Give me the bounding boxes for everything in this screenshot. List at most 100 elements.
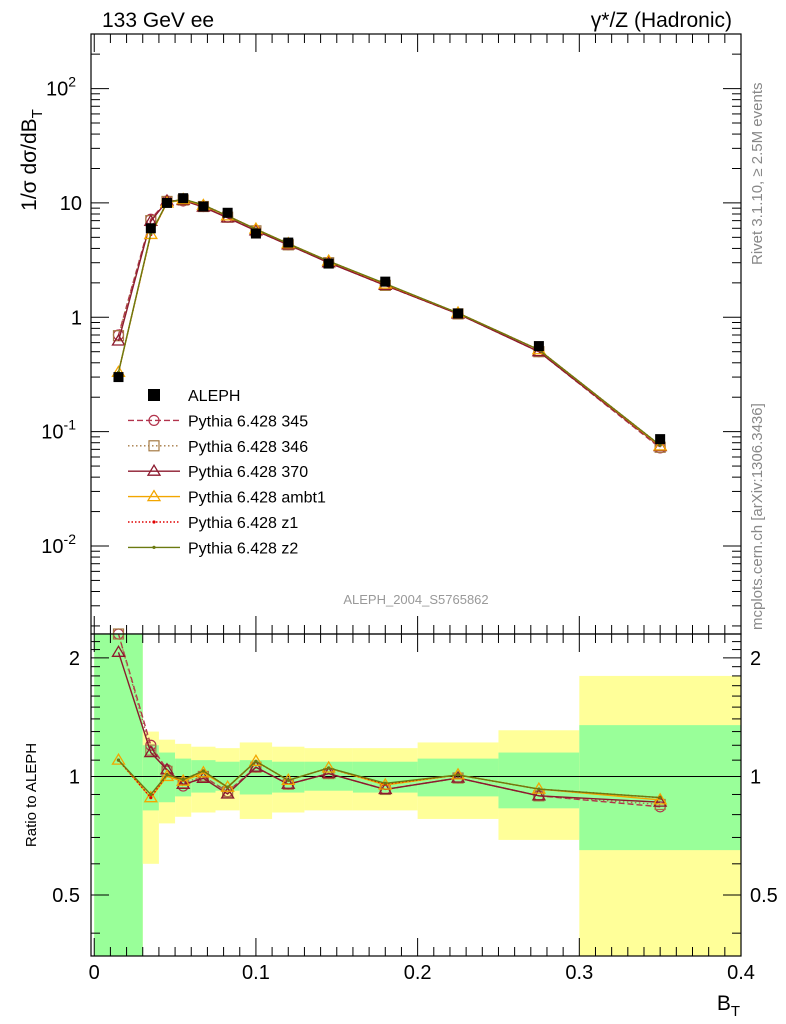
square-marker [148, 440, 160, 452]
ratio-ytick-label: 0.5 [52, 885, 80, 907]
dot-marker [383, 781, 387, 785]
triangle-marker [531, 788, 547, 801]
aleph-data-point [655, 434, 666, 445]
triangle-marker [143, 227, 158, 240]
dot-marker [165, 773, 169, 777]
aleph-data-point [145, 223, 156, 234]
triangle-marker [248, 754, 264, 766]
dot-marker [537, 787, 541, 791]
triangle-marker [176, 773, 191, 786]
main-ytick-label: 10 [60, 193, 82, 215]
dot-marker [658, 443, 662, 447]
ratio-series-layer [111, 628, 668, 813]
aleph-data-point [222, 207, 233, 218]
aleph-data-point [113, 372, 124, 383]
dot-marker [152, 520, 156, 524]
aleph-data-point [533, 341, 544, 352]
triangle-marker [220, 779, 235, 792]
aleph-data-point [380, 276, 391, 287]
triangle-marker [220, 786, 235, 799]
dot-marker [286, 778, 290, 782]
aleph-data-point [198, 201, 209, 212]
ratio-ytick-label: 2 [69, 648, 80, 670]
aleph-data-point [178, 193, 189, 204]
main-axis-ticks [91, 33, 742, 634]
dot-marker [181, 777, 185, 782]
main-ytick-label: 1 [71, 307, 82, 329]
rivet-version-text: Rivet 3.1.10, ≥ 2.5M events [749, 83, 766, 266]
series-line [117, 198, 661, 446]
ratio-ytick-label: 1 [69, 766, 80, 788]
series-line [117, 199, 661, 448]
ratio-ytick-label-right: 1 [750, 766, 761, 788]
ratio-band-green [142, 745, 159, 811]
triangle-marker [176, 777, 191, 790]
legend-label: Pythia 6.428 370 [188, 464, 308, 481]
triangle-marker [146, 489, 162, 502]
dot-marker [201, 769, 205, 773]
ratio-ytick-label-right: 2 [750, 648, 761, 670]
ratio-xlabel: BT [717, 992, 740, 1020]
ratio-ylabel: Ratio to ALEPH [23, 743, 40, 847]
triangle-marker [450, 767, 466, 780]
main-ytick-label: 10-2 [41, 531, 76, 558]
ratio-frame [90, 633, 742, 957]
legend-label: Pythia 6.428 345 [188, 413, 308, 430]
ratio-band-green [94, 634, 143, 956]
legend-label: ALEPH [188, 388, 240, 405]
main-ytick-label: 10-1 [41, 417, 76, 444]
dot-marker [658, 795, 662, 800]
legend: ALEPH Pythia 6.428 345 Pythia 6.428 346 Pyt… [128, 388, 326, 557]
aleph-data-point [250, 228, 261, 239]
right-title: γ*/Z (Hadronic) [591, 9, 732, 32]
triangle-marker [653, 792, 668, 805]
triangle-marker [111, 752, 126, 765]
mcplots-text: mcplots.cern.ch [arXiv:1306.3436] [749, 403, 766, 630]
aleph-data-point [161, 197, 172, 208]
watermark: ALEPH_2004_S5765862 [343, 592, 488, 607]
triangle-marker [653, 794, 668, 807]
series-line [117, 198, 661, 447]
dot-marker [149, 792, 153, 797]
dot-marker [327, 766, 331, 770]
main-axis-labels: 10-2 10-1 1 10 102 [41, 74, 82, 558]
ratio-xtick-label: 0.3 [565, 962, 593, 984]
dot-marker [456, 773, 460, 777]
legend-label: Pythia 6.428 z2 [188, 540, 298, 557]
ratio-axis-labels: 0.5 0.5 1 1 2 2 0 0.1 0.2 0.3 0.4 [52, 634, 778, 984]
triangle-marker [321, 760, 336, 773]
triangle-marker [281, 776, 296, 789]
legend-label: Pythia 6.428 346 [188, 439, 308, 456]
dot-marker [254, 759, 258, 763]
circle-marker [148, 414, 160, 426]
triangle-marker [248, 759, 264, 772]
dot-marker [152, 545, 156, 550]
triangle-marker [143, 790, 158, 803]
triangle-marker [143, 745, 158, 758]
main-ytick-label: 102 [46, 74, 76, 101]
main-ylabel: 1/σ dσ/dBT [18, 109, 46, 211]
square-marker [145, 744, 157, 756]
ratio-xtick-label: 0 [89, 962, 100, 984]
aleph-data-point [323, 258, 334, 269]
triangle-marker [146, 463, 162, 476]
ratio-xtick-label: 0.1 [242, 962, 270, 984]
triangle-marker [653, 438, 668, 451]
aleph-data-layer [113, 193, 666, 445]
series-line [117, 200, 661, 449]
ratio-ytick-label-right: 0.5 [750, 885, 778, 907]
legend-label: Pythia 6.428 z1 [188, 515, 298, 532]
aleph-data-point [453, 308, 464, 319]
triangle-marker [111, 645, 126, 657]
dot-marker [226, 785, 230, 789]
triangle-marker [450, 770, 466, 783]
ratio-xtick-label: 0.4 [727, 962, 755, 984]
legend-swatch [148, 389, 160, 401]
triangle-marker [111, 333, 126, 346]
ratio-band-green [498, 752, 580, 809]
series-line [117, 199, 661, 448]
aleph-data-point [283, 237, 294, 248]
series-line [117, 198, 661, 446]
ratio-uncertainty-bands [94, 634, 741, 956]
